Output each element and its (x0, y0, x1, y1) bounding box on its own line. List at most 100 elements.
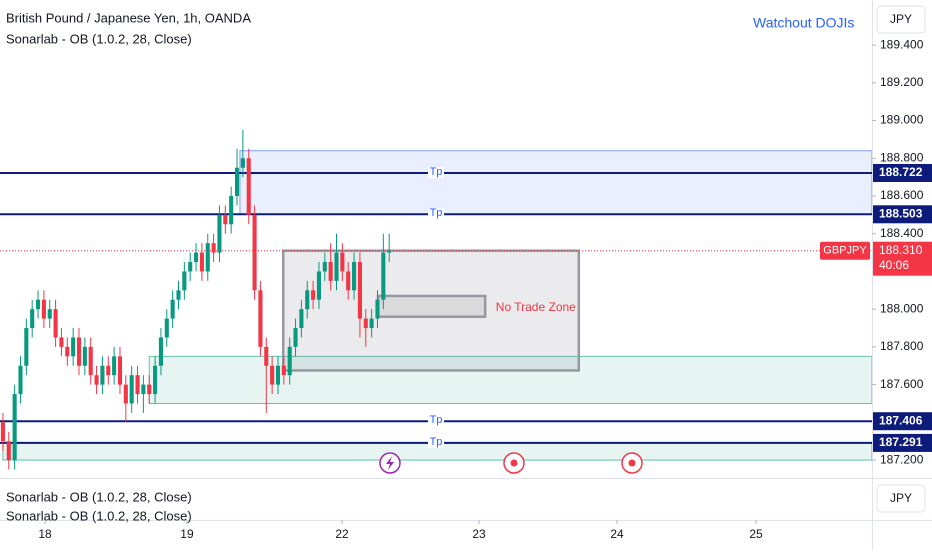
event-icon[interactable] (379, 452, 401, 474)
y-tick-label: 188.600 (880, 188, 924, 202)
tp-label-bg (428, 415, 444, 427)
box-label: No Trade Zone (496, 300, 576, 314)
candle-body (275, 365, 281, 385)
price-badge-label: 187.291 (879, 435, 923, 449)
currency-button[interactable] (876, 5, 926, 34)
symbol-badge (820, 241, 870, 260)
price-badge (873, 412, 932, 431)
last-price-badge (873, 241, 932, 276)
candle-body (322, 262, 327, 272)
candle-body (357, 262, 362, 319)
tp-label: Tp (430, 436, 443, 448)
symbol-label: GBPJPY (823, 245, 867, 257)
candle-body (47, 309, 52, 319)
candle-body (234, 167, 240, 196)
y-tick-label: 187.800 (880, 339, 924, 353)
candle-body (363, 318, 368, 329)
candle-body (217, 214, 222, 253)
last-price-label: 188.310 (879, 243, 923, 257)
candle-body (387, 250, 392, 253)
candle-body (199, 252, 204, 272)
candle-body (205, 243, 210, 272)
event-icon[interactable] (503, 452, 525, 474)
tp-label: Tp (430, 414, 443, 426)
candle-body (299, 309, 304, 329)
candle-body (82, 346, 87, 366)
tp-label-bg (428, 436, 444, 448)
currency-label[interactable]: JPY (890, 12, 912, 26)
y-tick-label: 189.200 (880, 75, 924, 89)
candle-body (264, 346, 269, 366)
x-tick-label: 25 (749, 527, 763, 541)
candle-body (381, 252, 386, 300)
candle-body (170, 299, 175, 319)
zone (239, 150, 873, 215)
candle-body (59, 337, 64, 347)
candle-body (153, 365, 158, 395)
candle-body (352, 262, 357, 291)
candle-body (123, 384, 128, 404)
candle-body (305, 290, 310, 310)
candle-body (112, 356, 117, 376)
price-badge-label: 187.406 (879, 413, 923, 427)
candle-body (211, 243, 216, 253)
candle-body (71, 337, 76, 357)
y-tick-label: 187.600 (880, 377, 924, 391)
candle-body (164, 318, 169, 338)
candle-body (41, 299, 46, 319)
currency-label[interactable]: JPY (890, 491, 912, 505)
candle-body (240, 158, 245, 168)
lower-indicator-label: Sonarlab - OB (1.0.2, 28, Close) (6, 489, 192, 504)
candle-body (158, 337, 163, 366)
candle-body (94, 375, 99, 385)
candle-body (176, 290, 181, 300)
candle-body (88, 346, 93, 376)
candle-body (147, 384, 152, 395)
candle-body (18, 365, 23, 395)
candle-body (76, 337, 82, 366)
candle-body (188, 262, 193, 272)
event-icon[interactable] (621, 452, 643, 474)
candle-body (100, 365, 105, 385)
price-badge-label: 188.503 (879, 206, 923, 220)
box (376, 294, 487, 318)
x-tick-label: 18 (38, 527, 52, 541)
candle-body (334, 252, 339, 281)
candle-body (311, 290, 316, 300)
candle-body (135, 375, 140, 395)
price-badge (873, 433, 932, 452)
annotation: Watchout DOJIs (753, 15, 854, 31)
candle-body (328, 262, 333, 281)
candle-body (270, 365, 275, 385)
x-tick-label: 24 (610, 527, 624, 541)
tp-label: Tp (430, 166, 443, 178)
candle-body (117, 356, 123, 385)
candle-body (369, 318, 374, 329)
candle-body (340, 252, 345, 272)
x-tick-label: 22 (335, 527, 349, 541)
chart-title: British Pound / Japanese Yen, 1h, OANDA (6, 10, 251, 25)
candle-body (30, 309, 35, 329)
candle-body (6, 441, 11, 461)
currency-button[interactable] (876, 484, 926, 513)
candle-body (12, 394, 17, 461)
price-badge (873, 205, 932, 224)
candle-body (346, 271, 351, 291)
candle-body (0, 422, 5, 442)
x-tick-label: 19 (180, 527, 194, 541)
candle-body (258, 290, 263, 347)
y-tick-label: 188.000 (880, 301, 924, 315)
y-tick-label: 188.800 (880, 150, 924, 164)
countdown-label: 40:06 (879, 258, 909, 272)
lower-indicator-label: Sonarlab - OB (1.0.2, 28, Close) (6, 508, 192, 523)
candle-body (375, 299, 380, 319)
candle-body (129, 375, 134, 404)
candle-body (246, 158, 251, 215)
indicator-label: Sonarlab - OB (1.0.2, 28, Close) (6, 31, 192, 46)
x-tick-label: 23 (472, 527, 486, 541)
candle-body (65, 346, 70, 357)
tp-label-bg (428, 166, 444, 178)
y-tick-label: 187.200 (880, 452, 924, 466)
